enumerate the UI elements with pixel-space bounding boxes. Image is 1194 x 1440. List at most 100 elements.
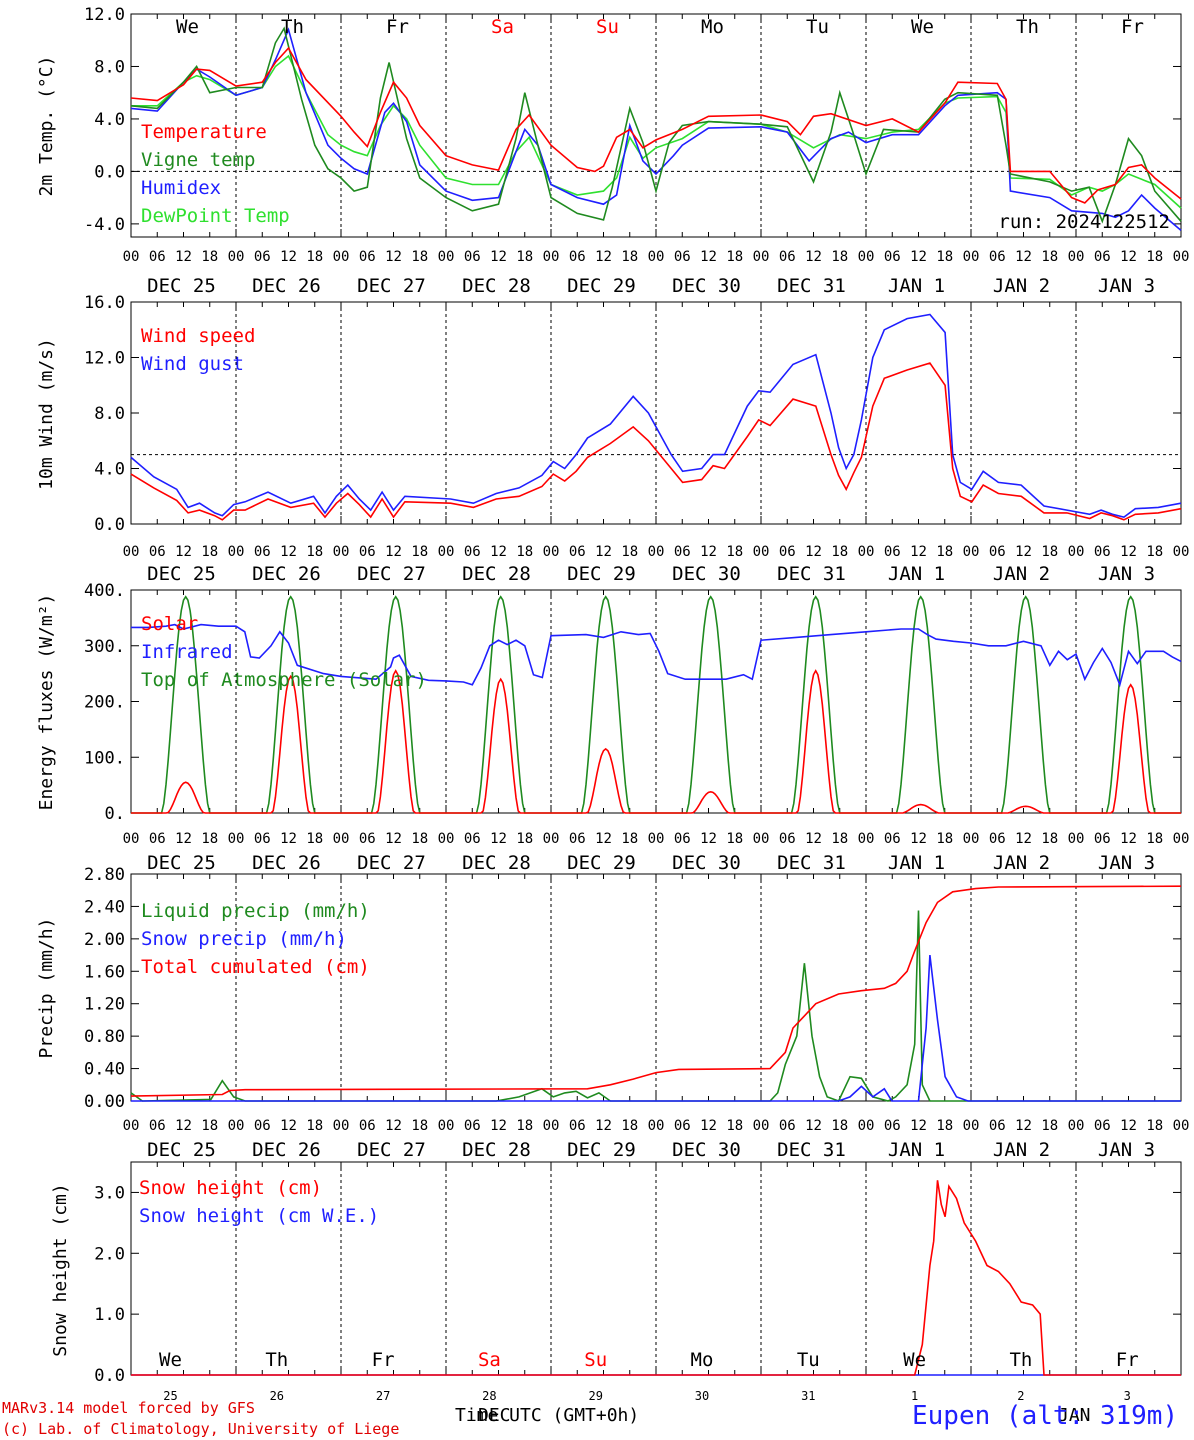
panel1-hour-tick-label: 18 [726,249,743,265]
panel4-hour-tick-label: 06 [1094,1118,1111,1134]
panel1-date-label: DEC 28 [462,275,531,297]
panel3-hour-tick-label: 00 [648,831,665,847]
panel1-hour-tick-label: 06 [149,249,166,265]
panel1-date-label: DEC 26 [252,275,321,297]
panel4-hour-tick-label: 06 [359,1118,376,1134]
snow-weekday-label: Tu [797,1349,820,1371]
solar-day-curve [131,781,236,814]
temp-series-dewpoint-temp [131,54,1182,209]
panel4-hour-tick-label: 18 [1041,1118,1058,1134]
panel3-hour-tick-label: 06 [884,831,901,847]
panel4-date-label: DEC 27 [357,1139,426,1161]
legend-temperature: Temperature [141,121,267,143]
panel1-hour-tick-label: 00 [333,249,350,265]
panel4-hour-tick-label: 00 [123,1118,140,1134]
panel2-hour-tick-label: 00 [123,544,140,560]
panel3-hour-tick-label: 00 [228,831,245,847]
panel2-hour-tick-label: 00 [228,544,245,560]
panel3-hour-tick-label: 12 [910,831,927,847]
panel4-hour-tick-label: 18 [831,1118,848,1134]
panel1-hour-tick-label: 00 [1068,249,1085,265]
panel1-hour-tick-label: 18 [1146,249,1163,265]
panel4-hour-tick-label: 06 [884,1118,901,1134]
legend-snow-height-cm-w-e-: Snow height (cm W.E.) [139,1205,379,1227]
weekday-label: Fr [1121,16,1144,38]
panel4-hour-tick-label: 12 [700,1118,717,1134]
panel3-hour-tick-label: 18 [306,831,323,847]
snow-day-number: 27 [376,1389,390,1400]
panel3-hour-tick-label: 18 [726,831,743,847]
toa-solar-day-curve [341,595,446,814]
snow-day-number: 25 [163,1389,177,1400]
panel2-date-label: DEC 26 [252,563,321,585]
legend-dewpoint-temp: DewPoint Temp [141,205,290,227]
panel3-hour-tick-label: 18 [1041,831,1058,847]
panel4-y-tick-label: 1.20 [84,995,125,1015]
panel1-date-label: JAN 2 [993,275,1050,297]
time-axis-label: Time UTC (GMT+0h) [455,1405,640,1426]
panel3-y-tick-label: 300. [84,637,125,657]
panel3-hour-tick-label: 06 [569,831,586,847]
panel1-hour-tick-label: 06 [779,249,796,265]
panel4-date-label: DEC 31 [777,1139,846,1161]
panel1-hour-tick-label: 06 [464,249,481,265]
panel1-hour-tick-label: 18 [621,249,638,265]
panel3-hour-tick-label: 00 [438,831,455,847]
panel4-hour-tick-label: 12 [805,1118,822,1134]
panel1-hour-tick-label: 12 [280,249,297,265]
panel4-y-tick-label: 2.00 [84,930,125,950]
panel1-y-tick-label: 8.0 [94,57,125,77]
panel2-hour-tick-label: 06 [779,544,796,560]
panel2-date-label: DEC 30 [672,563,741,585]
toa-solar-day-curve [551,595,656,814]
wind-series-wind-speed [130,362,1182,521]
snow-weekday-label: Mo [691,1349,714,1371]
panel3-frame [130,589,1182,814]
panel2-hour-tick-label: 06 [1094,544,1111,560]
snow-weekday-label: Th [1009,1349,1032,1371]
legend-liquid-precip-mm-h-: Liquid precip (mm/h) [141,900,370,922]
panel5-y-tick-label: 3.0 [94,1183,125,1203]
panel1-date-label: DEC 30 [672,275,741,297]
panel3-hour-tick-label: 12 [805,831,822,847]
precip-series-snow-precip-mm-h- [131,955,1181,1102]
panel2-hour-tick-label: 06 [989,544,1006,560]
panel4-hour-tick-label: 18 [726,1118,743,1134]
panel3-hour-tick-label: 06 [464,831,481,847]
panel4-hour-tick-label: 06 [254,1118,271,1134]
panel3-date-label: DEC 28 [462,852,531,874]
panel2-hour-tick-label: 06 [569,544,586,560]
panel3-hour-tick-label: 18 [201,831,218,847]
panel3-hour-tick-label: 00 [753,831,770,847]
panel3-hour-tick-label: 06 [779,831,796,847]
panel2-hour-tick-label: 06 [359,544,376,560]
snow-day-number: 2 [1017,1389,1024,1400]
legend-total-cumulated-cm-: Total cumulated (cm) [141,956,370,978]
panel2-y-tick-label: 16.0 [84,293,125,313]
infrared-series [131,623,1182,688]
panel1-date-label: JAN 3 [1098,275,1155,297]
weekday-label: Th [1016,16,1039,38]
solar-day-curve [341,669,446,814]
panel5-y-tick-label: 2.0 [94,1244,125,1264]
panel4-hour-tick-label: 00 [753,1118,770,1134]
panel4-hour-tick-label: 12 [1120,1118,1137,1134]
panel2-y-tick-label: 8.0 [94,404,125,424]
panel4-hour-tick-label: 00 [1068,1118,1085,1134]
run-label: run: 2024122512 [998,211,1170,233]
panel1-date-label: DEC 27 [357,275,426,297]
panel1-hour-tick-label: 00 [228,249,245,265]
panel3-y-tick-label: 100. [84,748,125,768]
lab-credit: (c) Lab. of Climatology, University of L… [2,1420,400,1438]
panel3-y-tick-label: 400. [84,581,125,601]
panel1-hour-tick-label: 00 [1173,249,1190,265]
panel1-y-axis-label: 2m Temp. (°C) [36,56,57,197]
weekday-label: Tu [806,16,829,38]
panel4-hour-tick-label: 18 [1146,1118,1163,1134]
panel2-hour-tick-label: 12 [700,544,717,560]
panel4-hour-tick-label: 00 [438,1118,455,1134]
panel2-hour-tick-label: 18 [831,544,848,560]
panel1-date-label: JAN 1 [888,275,945,297]
panel2-hour-tick-label: 12 [280,544,297,560]
